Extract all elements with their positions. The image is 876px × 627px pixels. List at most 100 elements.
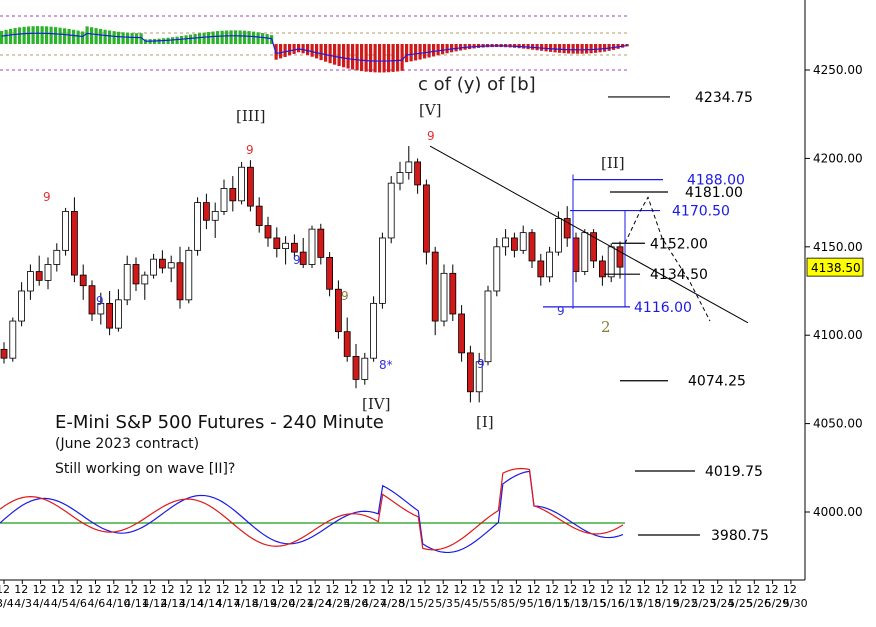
candle-body	[458, 313, 466, 354]
momentum-bar	[198, 33, 202, 44]
momentum-bar	[306, 44, 310, 56]
oscillator-signal-line	[1, 32, 628, 62]
momentum-bar	[81, 31, 85, 44]
momentum-bar	[9, 28, 13, 44]
stochastic-fast-line	[0, 470, 624, 554]
momentum-bar	[364, 44, 368, 72]
momentum-bar	[589, 44, 593, 54]
time-tick-date: 4/21	[289, 597, 314, 610]
wave-label: [I]	[476, 413, 494, 431]
candle-body	[484, 290, 492, 363]
momentum-bar	[49, 26, 53, 44]
time-tick-hour: 12	[582, 583, 596, 596]
candlesticks	[0, 146, 624, 403]
time-tick-date: 5/16	[600, 597, 625, 610]
momentum-bar	[54, 27, 58, 44]
momentum-bar	[603, 44, 607, 52]
momentum-bar	[400, 44, 404, 71]
momentum-bar	[360, 44, 364, 72]
candle-body	[88, 285, 96, 315]
time-tick-date: 5/15	[582, 597, 607, 610]
sequential-count-label: 9	[246, 143, 254, 157]
time-tick-date: 4/6	[88, 597, 106, 610]
time-tick-hour: 12	[508, 583, 522, 596]
time-tick-hour: 12	[344, 583, 358, 596]
time-tick-date: 4/6	[69, 597, 87, 610]
momentum-bar	[45, 26, 49, 44]
time-tick-hour: 12	[0, 583, 10, 596]
momentum-bar	[328, 44, 332, 64]
candle-body	[150, 258, 158, 276]
momentum-bar	[450, 44, 454, 53]
price-tick-label: 4000.00	[813, 505, 863, 519]
price-level-label: 4134.50	[650, 267, 708, 283]
stochastic-slow-line	[0, 467, 624, 551]
candle-body	[141, 274, 149, 285]
time-tick-date: 5/22	[673, 597, 698, 610]
momentum-bar	[220, 30, 224, 44]
candle-body	[449, 272, 457, 315]
momentum-bar	[333, 44, 337, 65]
candle-body	[123, 264, 131, 301]
candle-body	[97, 302, 105, 315]
momentum-bar	[72, 29, 76, 44]
time-tick-date: 5/29	[765, 597, 790, 610]
time-tick-hour: 12	[142, 583, 156, 596]
time-tick-hour: 12	[197, 583, 211, 596]
time-tick-date: 5/18	[637, 597, 662, 610]
candle-body	[414, 161, 422, 186]
momentum-bar	[166, 37, 170, 44]
momentum-bar	[261, 33, 265, 44]
momentum-bar	[351, 44, 355, 70]
time-tick-date: 5/1	[399, 597, 417, 610]
sequential-count-label: 9	[427, 129, 435, 143]
candle-body	[510, 237, 518, 251]
time-tick-date: 5/24	[710, 597, 735, 610]
candle-body	[35, 271, 43, 281]
time-tick-hour: 12	[69, 583, 83, 596]
momentum-bar	[423, 44, 427, 59]
time-tick-hour: 12	[746, 583, 760, 596]
momentum-bar	[535, 44, 539, 51]
candle-body	[537, 260, 545, 278]
momentum-bar	[121, 32, 125, 44]
time-tick-hour: 12	[710, 583, 724, 596]
time-tick-hour: 12	[271, 583, 285, 596]
time-tick-hour: 12	[728, 583, 742, 596]
momentum-bar	[27, 26, 31, 44]
momentum-bar	[31, 26, 35, 44]
momentum-bar	[562, 44, 566, 54]
momentum-bar	[126, 32, 130, 44]
momentum-bar	[90, 27, 94, 44]
time-tick-hour: 12	[234, 583, 248, 596]
sequential-count-label: 9	[477, 357, 485, 371]
candle-body	[528, 232, 536, 262]
candle-body	[326, 257, 334, 290]
momentum-bar	[99, 28, 103, 44]
momentum-bar	[558, 44, 562, 53]
projected-path	[624, 196, 711, 322]
momentum-bar	[544, 44, 548, 52]
time-tick-date: 4/13	[161, 597, 186, 610]
momentum-bar	[36, 26, 40, 44]
momentum-bar	[58, 27, 62, 44]
wave-label: 2	[601, 318, 611, 336]
candle-body	[378, 237, 386, 304]
stochastic-panel	[0, 467, 625, 554]
time-tick-date: 5/23	[691, 597, 716, 610]
candle-body	[440, 272, 448, 322]
candle-body	[343, 331, 351, 357]
momentum-bar	[247, 31, 251, 44]
time-tick-hour: 12	[179, 583, 193, 596]
momentum-bar	[378, 44, 382, 73]
momentum-bar	[310, 44, 314, 57]
time-tick-date: 5/12	[563, 597, 588, 610]
wave-labels: [III] [IV] [V] [I] [II] 2 9 9 9 9 9 8* 9 9 9	[43, 101, 625, 431]
candle-body	[352, 356, 360, 380]
time-tick-date: 5/30	[783, 597, 808, 610]
momentum-bar	[301, 44, 305, 54]
momentum-bar	[135, 33, 139, 44]
momentum-bar	[549, 44, 553, 52]
momentum-bar	[454, 44, 458, 52]
time-tick-hour: 12	[783, 583, 797, 596]
